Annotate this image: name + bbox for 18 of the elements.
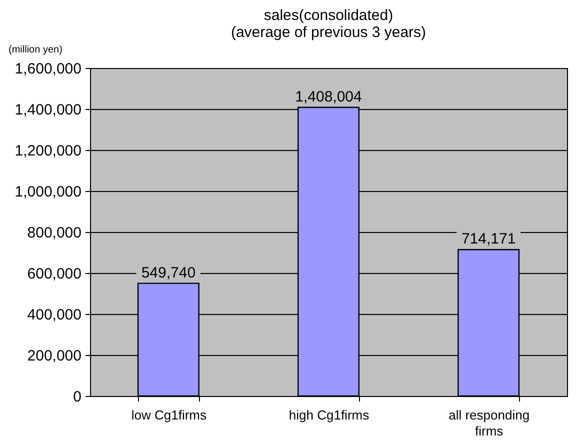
data-label: 1,408,004 [295, 88, 362, 106]
x-tick-label: low Cg1firms [131, 408, 207, 422]
y-tick-label: 0 [73, 388, 82, 406]
y-axis-title: (million yen) [8, 44, 62, 56]
chart-subtitle: (average of previous 3 years) [230, 24, 426, 41]
y-tick-label: 800,000 [27, 224, 82, 242]
x-tick-label: all responding firms [448, 408, 530, 438]
data-label: 549,740 [141, 264, 196, 282]
y-tick-label: 1,000,000 [14, 184, 82, 200]
chart-title: sales(consolidated) [264, 7, 394, 24]
y-tick-label: 200,000 [27, 348, 82, 364]
y-tick-label: 1,600,000 [14, 60, 82, 78]
x-tick-label: high Cg1firms [288, 408, 370, 422]
y-tick-label: 1,400,000 [14, 102, 82, 118]
y-tick-label: 400,000 [27, 306, 82, 324]
data-label: 714,171 [461, 230, 516, 248]
y-tick-label: 1,200,000 [14, 142, 82, 160]
y-tick-label: 600,000 [27, 266, 82, 282]
